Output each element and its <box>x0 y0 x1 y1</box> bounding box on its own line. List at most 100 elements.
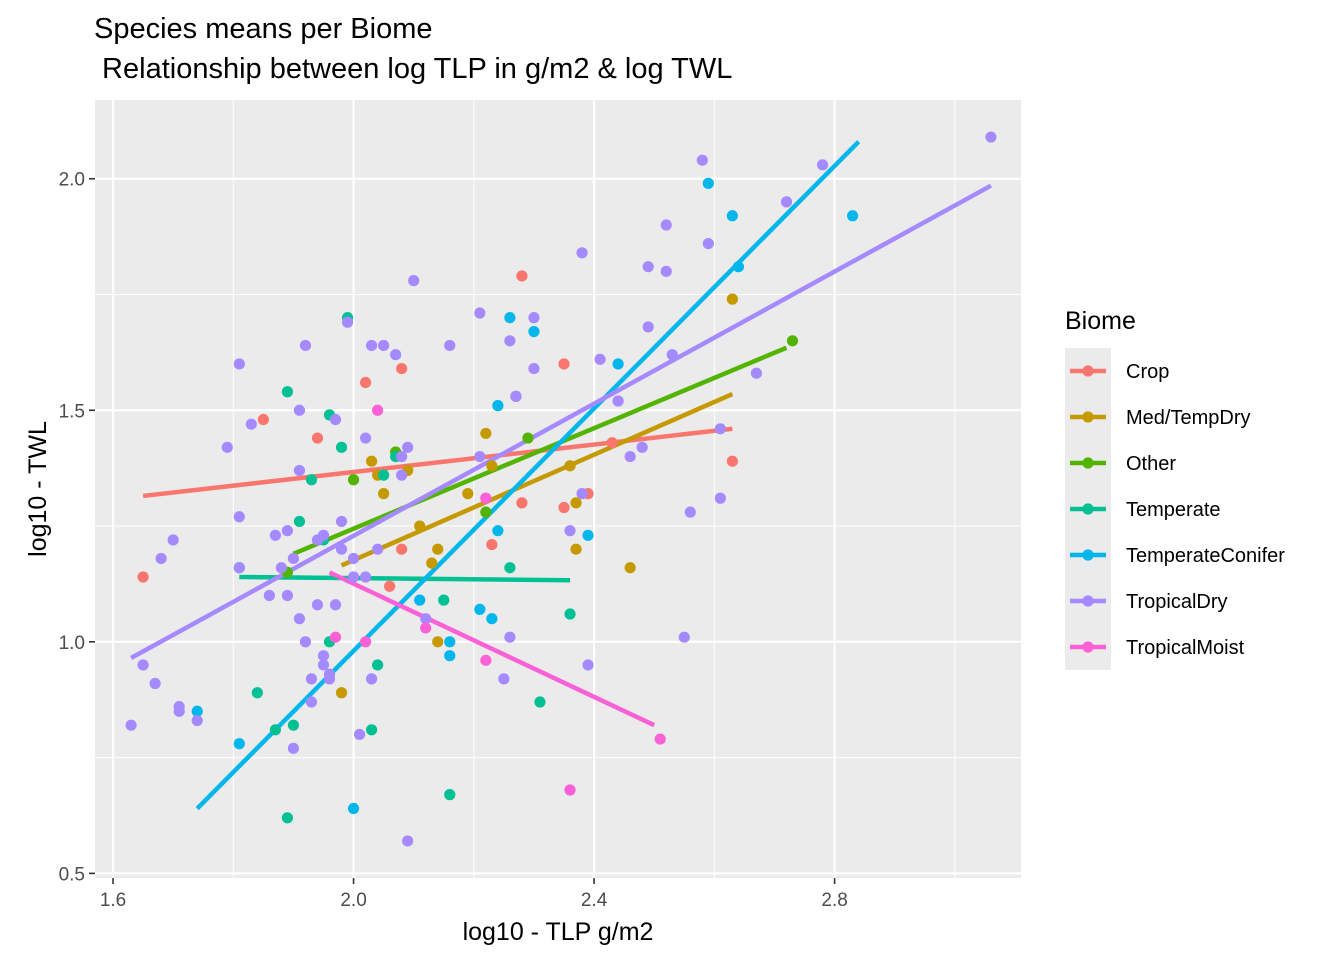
point <box>281 812 294 824</box>
point <box>486 460 498 472</box>
fit-line <box>129 183 993 661</box>
point <box>528 362 540 375</box>
point <box>564 784 576 796</box>
y-tick-label: 2.0 <box>59 170 85 191</box>
point <box>516 270 528 282</box>
point <box>480 492 492 504</box>
point <box>317 650 330 662</box>
point <box>329 599 342 611</box>
point <box>287 552 300 565</box>
point <box>275 562 288 574</box>
fit-line <box>328 570 656 728</box>
y-tick-label: 1.0 <box>59 633 85 654</box>
point <box>191 705 203 717</box>
point <box>486 613 498 625</box>
point <box>167 534 179 546</box>
point <box>372 543 384 555</box>
point <box>269 724 281 736</box>
point <box>311 599 324 611</box>
legend-label: Crop <box>1126 361 1169 383</box>
grid-lines <box>95 100 1021 878</box>
point <box>402 441 414 453</box>
point <box>564 525 576 537</box>
point <box>390 349 402 361</box>
point <box>263 589 275 602</box>
point <box>378 339 390 352</box>
point <box>335 687 348 699</box>
plot-panel <box>95 100 1021 878</box>
point <box>726 210 738 222</box>
point <box>624 450 636 463</box>
point <box>438 594 450 606</box>
legend: Biome Crop Med/TempDry Other Temperate Tempe… <box>1065 307 1285 670</box>
point <box>335 515 348 528</box>
point <box>504 312 516 324</box>
point <box>420 613 432 625</box>
point <box>378 469 390 481</box>
point <box>726 455 738 467</box>
legend-key-point <box>1082 411 1094 423</box>
x-tick-label: 2.0 <box>340 890 366 911</box>
point <box>365 724 378 736</box>
point <box>311 432 324 444</box>
legend-label: TemperateConifer <box>1126 545 1285 567</box>
point <box>678 631 690 643</box>
point <box>576 488 588 500</box>
point <box>402 835 414 847</box>
point <box>474 603 486 616</box>
point <box>684 506 696 518</box>
y-axis-title: log10 - TWL <box>24 421 52 557</box>
point <box>985 131 997 143</box>
point <box>137 659 149 671</box>
legend-label: Temperate <box>1126 499 1221 521</box>
point <box>359 571 372 583</box>
point <box>492 525 504 537</box>
point <box>281 525 294 537</box>
point <box>642 321 654 333</box>
point <box>528 325 540 338</box>
point <box>474 307 486 319</box>
point <box>564 460 576 472</box>
point <box>480 506 492 518</box>
point <box>365 673 378 685</box>
point <box>365 339 378 352</box>
point <box>353 728 366 741</box>
point <box>293 613 306 625</box>
x-tick-label: 2.8 <box>821 890 847 911</box>
point <box>558 358 570 370</box>
fit-line <box>239 574 571 583</box>
legend-key-point <box>1082 457 1094 469</box>
point <box>341 316 354 328</box>
axes: 1.6 2.0 2.4 2.8 0.5 1.0 1.5 2.0 <box>59 170 848 911</box>
point <box>396 362 408 375</box>
y-tick-label: 1.5 <box>59 401 85 422</box>
point <box>329 631 342 643</box>
point <box>347 474 360 486</box>
point <box>474 450 486 463</box>
point <box>173 705 185 717</box>
point <box>233 562 245 574</box>
point <box>257 413 269 426</box>
point <box>384 580 396 592</box>
point <box>323 668 336 680</box>
point <box>245 418 257 430</box>
point <box>155 552 167 565</box>
point <box>654 733 666 745</box>
point <box>642 261 654 273</box>
legend-label: TropicalMoist <box>1126 637 1245 659</box>
point <box>305 474 318 486</box>
point <box>414 520 426 532</box>
point <box>636 441 648 453</box>
legend-label: Med/TempDry <box>1126 407 1250 429</box>
point <box>444 650 456 662</box>
point <box>504 562 516 574</box>
point <box>396 543 408 555</box>
point <box>329 413 342 426</box>
point <box>347 552 360 565</box>
point <box>359 636 372 648</box>
legend-key-point <box>1082 549 1094 561</box>
point <box>486 538 498 551</box>
point <box>269 529 281 541</box>
fit-line <box>142 426 733 499</box>
